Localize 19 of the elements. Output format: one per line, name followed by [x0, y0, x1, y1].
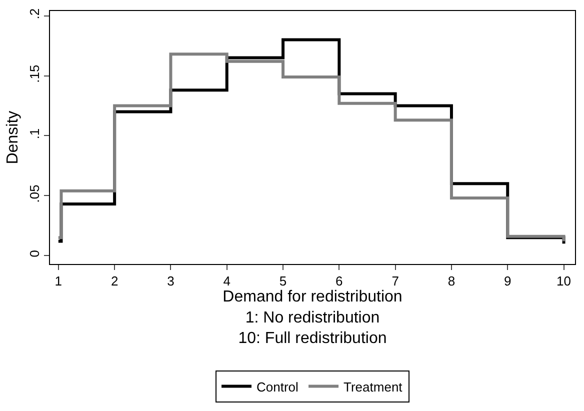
y-tick-label: .2 — [26, 8, 42, 20]
x-axis-title: Demand for redistribution 1: No redistribution 10: Full redistribution — [222, 288, 402, 348]
x-tick-label: 4 — [223, 274, 230, 289]
y-tick-label: .15 — [26, 64, 42, 83]
y-tick-label: .1 — [26, 128, 42, 140]
y-tick-label: 0 — [26, 250, 42, 258]
x-tick-label: 6 — [336, 274, 343, 289]
legend-label: Control — [256, 379, 299, 394]
x-tick-label: 7 — [392, 274, 399, 289]
x-tick-label: 5 — [279, 274, 287, 289]
legend-label: Treatment — [344, 379, 403, 394]
y-tick-label: .05 — [26, 184, 42, 203]
x-tick-label: 9 — [504, 274, 512, 289]
x-tick-label: 1 — [54, 274, 62, 289]
y-axis-title: Density — [4, 110, 22, 164]
x-tick-label: 3 — [167, 274, 174, 289]
x-tick-label: 10 — [556, 274, 572, 289]
x-tick-label: 8 — [448, 274, 456, 289]
x-tick-label: 2 — [110, 274, 118, 289]
